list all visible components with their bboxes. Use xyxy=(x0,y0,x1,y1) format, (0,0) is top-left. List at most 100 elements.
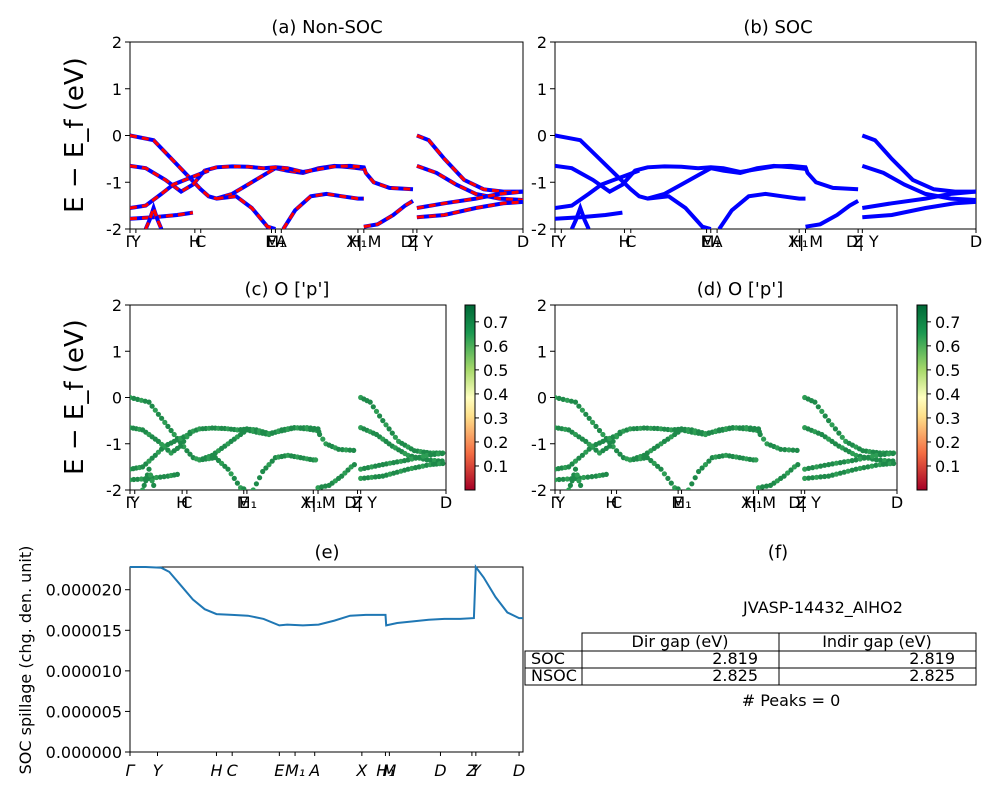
scatter-point xyxy=(837,470,843,476)
scatter-point xyxy=(603,471,609,477)
scatter-point xyxy=(556,476,562,483)
scatter-point xyxy=(250,487,256,490)
x-tick-label: D| Y xyxy=(788,493,821,512)
scatter-point xyxy=(815,404,821,410)
scatter-point xyxy=(596,427,603,434)
y-tick-label: 0.000000 xyxy=(46,743,122,762)
scatter-point xyxy=(579,452,586,458)
scatter-point xyxy=(759,484,766,490)
band-lines xyxy=(130,133,523,229)
band-line xyxy=(861,164,976,202)
scatter-point xyxy=(837,460,843,466)
scatter-point xyxy=(263,465,269,471)
scatter-point xyxy=(257,475,263,481)
scatter-point xyxy=(583,438,589,444)
scatter-point xyxy=(567,482,574,488)
x-tick-label: Z xyxy=(465,761,478,780)
colorbar-tick-label: 0.6 xyxy=(483,337,508,356)
scatter-point xyxy=(692,475,698,481)
scatter-point xyxy=(829,461,836,467)
scatter-point xyxy=(586,446,592,452)
panel-e-ylabel: SOC spillage (chg. den. unit) xyxy=(16,546,35,775)
scatter-point xyxy=(383,422,389,428)
scatter-point xyxy=(617,431,623,437)
band-line-red xyxy=(416,200,523,219)
scatter-point xyxy=(788,467,794,473)
panel-a-ylabel: E − E_f (eV) xyxy=(60,57,90,213)
scatter-point xyxy=(814,474,820,480)
table-row-nsoc-label: NSOC xyxy=(531,666,577,685)
x-tick-label: A xyxy=(712,232,723,251)
scatter-point xyxy=(260,468,266,475)
scatter-point xyxy=(593,423,599,429)
x-tick-label: D xyxy=(513,761,525,780)
y-tick-label: 1 xyxy=(112,80,122,99)
scatter-point xyxy=(873,462,879,468)
scatter-point xyxy=(564,476,570,482)
band-line xyxy=(555,168,640,210)
scatter-point xyxy=(149,478,155,484)
scatter-point xyxy=(560,476,566,482)
scatter-point xyxy=(699,465,705,471)
scatter-point xyxy=(440,460,446,467)
scatter-point xyxy=(833,471,840,477)
scatter-point xyxy=(857,456,863,462)
scatter-point xyxy=(818,463,824,469)
x-tick-label: H xyxy=(618,232,630,251)
x-tick-label: Z xyxy=(853,232,864,251)
scatter-point xyxy=(266,462,272,468)
band-line-red xyxy=(416,134,523,194)
colorbar-tick-label: 0.2 xyxy=(483,433,508,452)
panel-d-colorbar: 0.1 0.2 0.3 0.4 0.5 0.6 0.7 xyxy=(916,304,960,491)
scatter-point xyxy=(572,458,579,464)
scatter-point xyxy=(878,452,884,458)
scatter-point xyxy=(617,451,623,457)
x-tick-label: Γ xyxy=(126,761,136,780)
scatter-point xyxy=(572,399,579,405)
scatter-point xyxy=(165,423,171,429)
scatter-point xyxy=(566,464,572,470)
scatter-point xyxy=(794,447,800,453)
scatter-point xyxy=(583,411,589,417)
band-line xyxy=(555,210,623,221)
scatter-point xyxy=(795,462,801,468)
x-tick-label: Y xyxy=(555,232,566,251)
scatter-point xyxy=(131,476,137,483)
table-row-soc-indir: 2.819 xyxy=(909,649,955,668)
colorbar-tick-label: 0.4 xyxy=(483,385,508,404)
x-tick-label: H₁ xyxy=(349,232,367,251)
x-tick-label: H₁ xyxy=(376,761,394,780)
scatter-point xyxy=(432,451,438,457)
scatter-point xyxy=(822,413,828,419)
scatter-point xyxy=(358,475,364,481)
x-tick-label: H xyxy=(210,761,222,780)
scatter-point xyxy=(833,460,840,466)
colorbar-tick-label: 0.1 xyxy=(483,457,508,476)
x-tick-label: M₁ xyxy=(265,232,285,251)
band-line xyxy=(805,199,860,229)
scatter-point xyxy=(822,462,828,468)
x-tick-label: M₁ xyxy=(671,493,691,512)
scatter-point xyxy=(576,403,582,409)
scatter-point xyxy=(802,466,808,472)
x-tick-label: E xyxy=(239,493,249,512)
y-tick-label: 0 xyxy=(537,389,547,408)
x-tick-label: H₁ xyxy=(304,493,322,512)
scatter-point xyxy=(424,457,430,463)
scatter-point xyxy=(157,474,163,480)
axes-frame xyxy=(129,566,524,753)
scatter-point xyxy=(593,447,599,453)
spillage-line xyxy=(130,564,523,627)
x-tick-label: H xyxy=(605,493,617,512)
scatter-point xyxy=(869,453,876,459)
x-tick-label: C xyxy=(195,232,206,251)
scatter-point xyxy=(826,462,832,468)
scatter-point xyxy=(339,447,345,453)
panel-d-plot: -2 -1 0 1 2 ΓY HC EM₁ H₁X| M ZD| Y D xyxy=(531,296,903,512)
x-tick-label: M₁ xyxy=(237,493,257,512)
y-tick-label: -2 xyxy=(106,220,122,239)
x-tick-label: C xyxy=(611,493,622,512)
scatter-point xyxy=(786,447,792,453)
x-tick-label: Γ xyxy=(126,232,135,251)
